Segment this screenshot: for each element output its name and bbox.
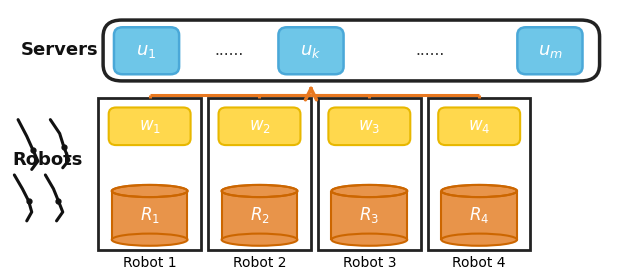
FancyBboxPatch shape [279, 27, 343, 74]
Ellipse shape [221, 234, 297, 246]
FancyBboxPatch shape [208, 98, 311, 250]
Ellipse shape [221, 185, 297, 197]
Text: $w_2$: $w_2$ [249, 117, 271, 135]
Text: $u_1$: $u_1$ [136, 42, 157, 60]
FancyBboxPatch shape [109, 108, 190, 145]
FancyBboxPatch shape [439, 108, 520, 145]
Text: $R_4$: $R_4$ [469, 205, 490, 225]
Ellipse shape [442, 185, 517, 197]
FancyBboxPatch shape [218, 108, 300, 145]
Text: Servers: Servers [21, 41, 98, 59]
FancyBboxPatch shape [103, 20, 600, 81]
Text: $R_3$: $R_3$ [360, 205, 379, 225]
Text: Robot 1: Robot 1 [123, 256, 177, 270]
FancyBboxPatch shape [318, 98, 420, 250]
Text: Robot 2: Robot 2 [233, 256, 286, 270]
Text: $w_1$: $w_1$ [139, 117, 160, 135]
Text: $R_1$: $R_1$ [140, 205, 160, 225]
Ellipse shape [332, 185, 407, 197]
FancyBboxPatch shape [114, 27, 179, 74]
FancyBboxPatch shape [328, 108, 411, 145]
Text: ......: ...... [416, 43, 445, 58]
Text: Robot 3: Robot 3 [343, 256, 396, 270]
Text: $w_3$: $w_3$ [358, 117, 381, 135]
FancyBboxPatch shape [518, 27, 583, 74]
Ellipse shape [112, 185, 187, 197]
Text: Robots: Robots [12, 151, 83, 169]
FancyBboxPatch shape [332, 191, 407, 240]
Text: $w_4$: $w_4$ [468, 117, 490, 135]
Ellipse shape [442, 234, 517, 246]
Text: $R_2$: $R_2$ [249, 205, 269, 225]
Ellipse shape [332, 234, 407, 246]
FancyBboxPatch shape [221, 191, 297, 240]
Text: Robot 4: Robot 4 [452, 256, 506, 270]
Text: ......: ...... [214, 43, 243, 58]
Text: $u_k$: $u_k$ [300, 42, 322, 60]
Ellipse shape [112, 234, 187, 246]
Ellipse shape [112, 185, 187, 197]
Ellipse shape [221, 185, 297, 197]
FancyBboxPatch shape [428, 98, 531, 250]
FancyBboxPatch shape [112, 191, 187, 240]
Ellipse shape [442, 185, 517, 197]
Ellipse shape [332, 185, 407, 197]
FancyBboxPatch shape [442, 191, 517, 240]
FancyBboxPatch shape [98, 98, 201, 250]
Text: $u_m$: $u_m$ [537, 42, 562, 60]
